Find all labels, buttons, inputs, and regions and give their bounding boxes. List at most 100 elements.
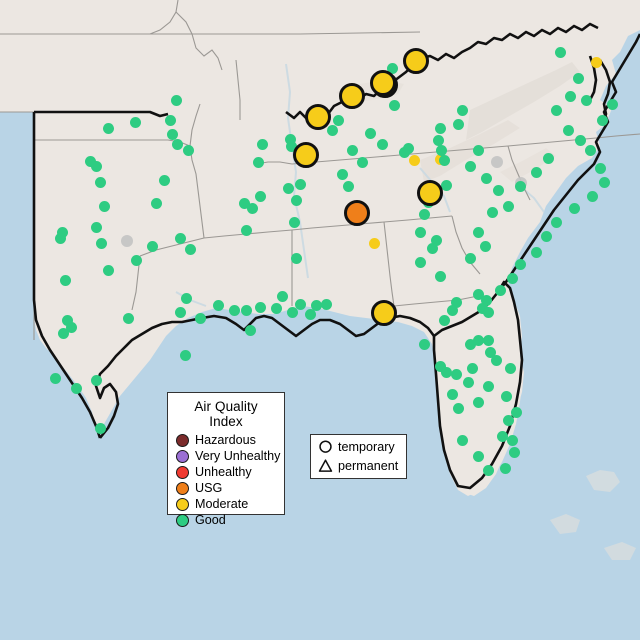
aqi-station-marker[interactable] xyxy=(464,338,476,350)
aqi-station-marker[interactable] xyxy=(403,48,429,74)
aqi-station-marker[interactable] xyxy=(90,160,102,172)
aqi-station-marker[interactable] xyxy=(364,127,376,139)
aqi-station-marker[interactable] xyxy=(254,190,266,202)
aqi-station-marker[interactable] xyxy=(240,224,252,236)
aqi-station-marker[interactable] xyxy=(464,160,476,172)
aqi-station-marker[interactable] xyxy=(464,252,476,264)
aqi-station-marker[interactable] xyxy=(244,324,256,336)
aqi-station-marker[interactable] xyxy=(490,354,502,366)
aqi-station-marker[interactable] xyxy=(402,142,414,154)
aqi-station-marker[interactable] xyxy=(293,142,319,168)
aqi-station-marker[interactable] xyxy=(65,321,77,333)
aqi-station-marker[interactable] xyxy=(494,284,506,296)
aqi-station-marker[interactable] xyxy=(180,292,192,304)
aqi-station-marker[interactable] xyxy=(440,179,452,191)
aqi-station-marker[interactable] xyxy=(212,299,224,311)
legend-row-good[interactable]: Good xyxy=(176,512,276,528)
legend-row-moderate[interactable]: Moderate xyxy=(176,496,276,512)
aqi-station-marker[interactable] xyxy=(456,104,468,116)
aqi-station-marker[interactable] xyxy=(594,162,606,174)
aqi-station-marker[interactable] xyxy=(102,264,114,276)
aqi-station-marker[interactable] xyxy=(499,462,511,474)
aqi-station-marker[interactable] xyxy=(254,301,266,313)
aqi-station-marker[interactable] xyxy=(418,338,430,350)
aqi-station-marker[interactable] xyxy=(506,434,518,446)
aqi-station-marker[interactable] xyxy=(462,376,474,388)
aqi-station-marker[interactable] xyxy=(434,270,446,282)
aqi-station-marker[interactable] xyxy=(174,232,186,244)
aqi-station-marker[interactable] xyxy=(150,197,162,209)
aqi-station-marker[interactable] xyxy=(606,98,618,110)
aqi-station-marker[interactable] xyxy=(228,304,240,316)
aqi-station-marker[interactable] xyxy=(472,450,484,462)
legend-row-permanent[interactable]: permanent xyxy=(317,457,400,476)
aqi-station-marker[interactable] xyxy=(440,366,452,378)
aqi-station-marker[interactable] xyxy=(476,302,488,314)
aqi-station-marker[interactable] xyxy=(344,200,370,226)
aqi-station-marker[interactable] xyxy=(456,434,468,446)
aqi-station-marker[interactable] xyxy=(584,144,596,156)
aqi-station-marker[interactable] xyxy=(426,242,438,254)
aqi-station-marker[interactable] xyxy=(435,144,447,156)
aqi-station-marker[interactable] xyxy=(368,237,380,249)
aqi-station-marker[interactable] xyxy=(102,122,114,134)
aqi-station-marker[interactable] xyxy=(472,226,484,238)
legend-row-unhealthy[interactable]: Unhealthy xyxy=(176,464,276,480)
aqi-station-marker[interactable] xyxy=(84,155,96,167)
aqi-station-marker[interactable] xyxy=(479,240,491,252)
aqi-station-marker[interactable] xyxy=(486,206,498,218)
aqi-station-marker[interactable] xyxy=(276,290,288,302)
aqi-station-marker[interactable] xyxy=(480,172,492,184)
aqi-station-marker[interactable] xyxy=(184,243,196,255)
aqi-station-marker[interactable] xyxy=(288,216,300,228)
aqi-station-marker[interactable] xyxy=(430,234,442,246)
aqi-station-marker[interactable] xyxy=(540,230,552,242)
aqi-station-marker[interactable] xyxy=(171,138,183,150)
aqi-station-marker[interactable] xyxy=(417,180,443,206)
aqi-station-marker[interactable] xyxy=(342,180,354,192)
aqi-station-marker[interactable] xyxy=(49,372,61,384)
aqi-station-marker[interactable] xyxy=(370,70,396,96)
legend-row-temporary[interactable]: temporary xyxy=(317,438,400,457)
aqi-station-marker[interactable] xyxy=(472,396,484,408)
aqi-station-marker[interactable] xyxy=(256,138,268,150)
aqi-station-marker[interactable] xyxy=(432,134,444,146)
station-type-legend[interactable]: temporary permanent xyxy=(310,434,407,479)
aqi-station-marker[interactable] xyxy=(388,99,400,111)
aqi-station-marker[interactable] xyxy=(98,200,110,212)
aqi-station-marker[interactable] xyxy=(170,94,182,106)
legend-row-usg[interactable]: USG xyxy=(176,480,276,496)
aqi-station-marker[interactable] xyxy=(182,144,194,156)
aqi-station-marker[interactable] xyxy=(240,304,252,316)
aqi-station-marker[interactable] xyxy=(158,174,170,186)
aqi-station-marker[interactable] xyxy=(542,152,554,164)
aqi-station-marker[interactable] xyxy=(286,306,298,318)
aqi-station-marker[interactable] xyxy=(438,154,450,166)
aqi-station-marker[interactable] xyxy=(482,380,494,392)
aqi-station-marker[interactable] xyxy=(164,114,176,126)
aqi-station-marker[interactable] xyxy=(285,140,297,152)
aqi-station-marker[interactable] xyxy=(438,314,450,326)
aqi-station-marker[interactable] xyxy=(371,300,397,326)
aqi-station-marker[interactable] xyxy=(482,464,494,476)
aqi-station-marker[interactable] xyxy=(446,304,458,316)
aqi-station-marker[interactable] xyxy=(452,118,464,130)
aqi-station-marker[interactable] xyxy=(61,314,73,326)
aqi-station-marker[interactable] xyxy=(586,190,598,202)
aqi-station-marker[interactable] xyxy=(386,62,398,74)
aqi-station-marker[interactable] xyxy=(530,246,542,258)
aqi-station-marker[interactable] xyxy=(129,116,141,128)
aqi-station-marker[interactable] xyxy=(482,306,494,318)
aqi-station-marker[interactable] xyxy=(54,232,66,244)
aqi-station-marker[interactable] xyxy=(510,406,522,418)
aqi-station-marker[interactable] xyxy=(94,176,106,188)
aqi-station-marker[interactable] xyxy=(305,104,331,130)
aqi-station-marker[interactable] xyxy=(530,166,542,178)
aqi-station-marker[interactable] xyxy=(59,274,71,286)
aqi-station-marker[interactable] xyxy=(450,368,462,380)
aqi-station-marker[interactable] xyxy=(70,382,82,394)
aqi-station-marker[interactable] xyxy=(346,144,358,156)
aqi-station-marker[interactable] xyxy=(179,349,191,361)
aqi-station-marker[interactable] xyxy=(294,298,306,310)
aqi-station-marker[interactable] xyxy=(174,306,186,318)
